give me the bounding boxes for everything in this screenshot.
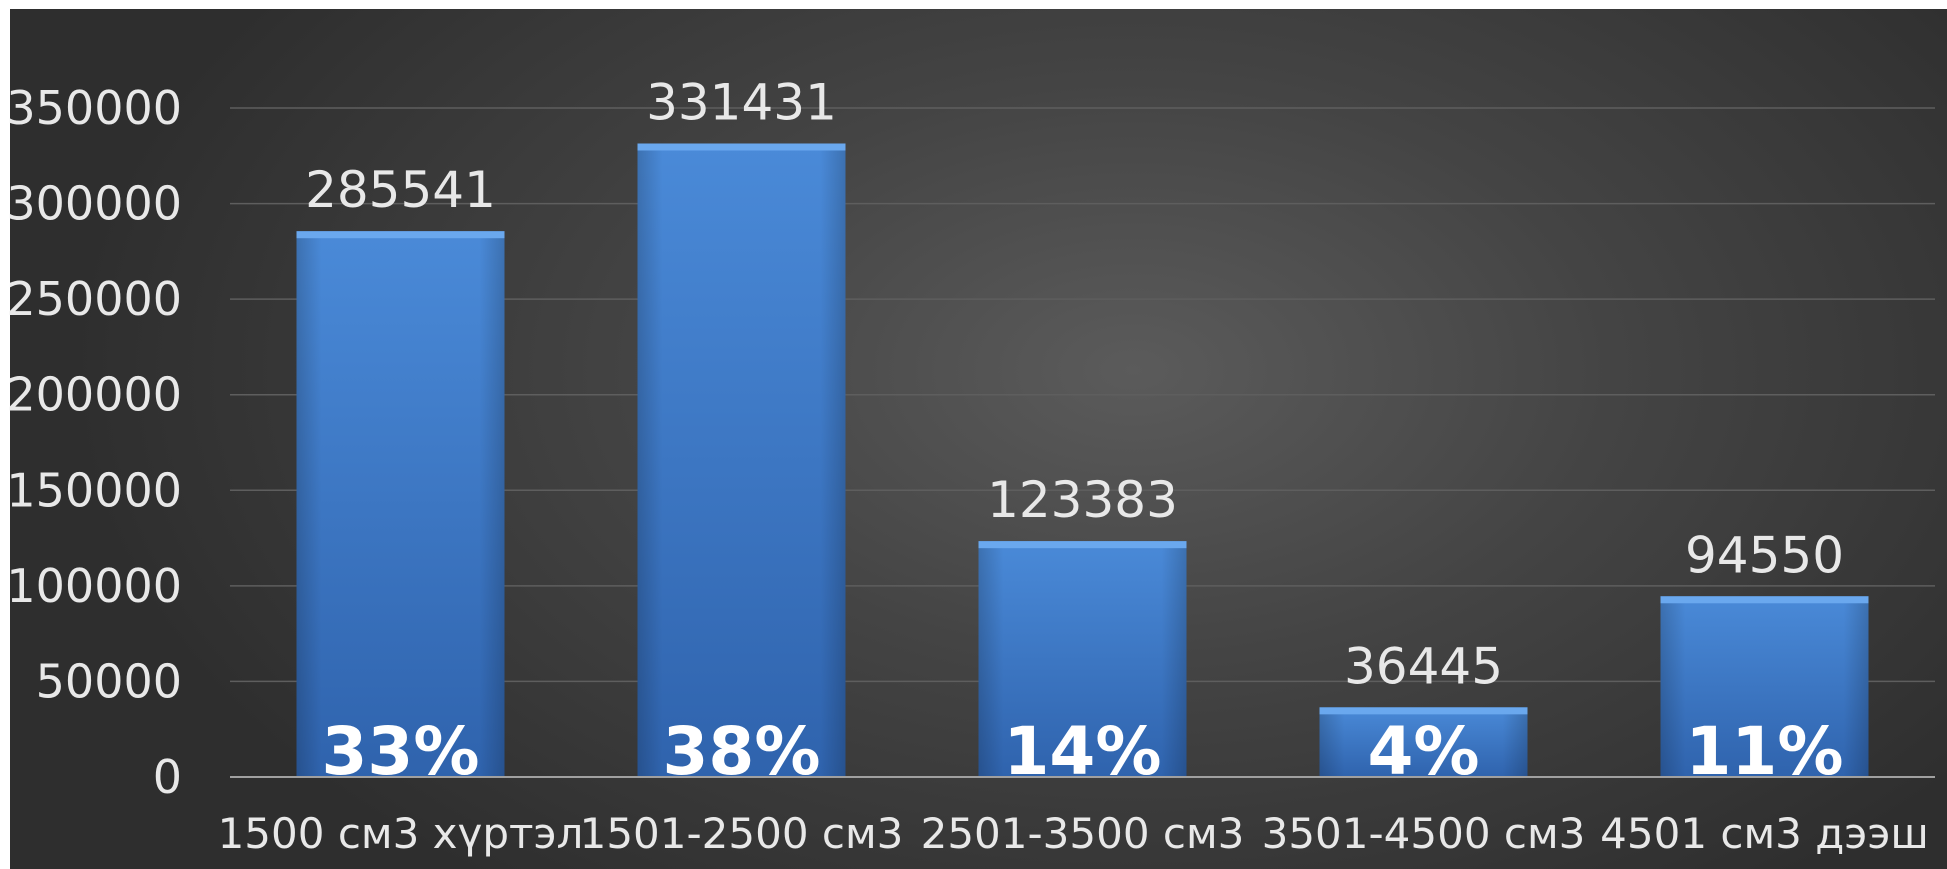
y-tick-label: 0 [153,750,182,804]
bar-top-highlight [1660,596,1869,604]
bar-shading [978,541,1187,777]
y-tick-label: 150000 [6,463,182,517]
percent-label: 4% [1367,713,1479,790]
percent-label: 38% [663,713,821,790]
bar-top-highlight [1319,707,1528,715]
y-tick-label: 300000 [6,177,182,231]
x-tick-label: 4501 см3 дээш [1600,809,1929,858]
bar-top-highlight [296,231,505,239]
y-tick-label: 350000 [6,81,182,135]
y-tick-label: 50000 [36,654,182,708]
bars [296,143,1869,778]
bar-top-highlight [637,143,846,151]
data-label: 36445 [1344,637,1503,695]
bar-shading [1319,707,1528,777]
bar-shading [296,231,505,778]
x-tick-label: 1501-2500 см3 [580,809,904,858]
data-label: 94550 [1685,526,1844,584]
y-tick-label: 200000 [6,368,182,422]
x-tick-label: 1500 см3 хүртэл [218,809,584,858]
data-label: 285541 [305,161,496,219]
x-tick-label: 3501-4500 см3 [1262,809,1586,858]
y-tick-label: 100000 [6,559,182,613]
data-label: 331431 [646,73,837,131]
y-tick-label: 250000 [6,272,182,326]
percent-label: 11% [1686,713,1844,790]
data-label: 123383 [987,471,1178,529]
bar-shading [637,143,846,778]
bar-shading [1660,596,1869,777]
labels: 0 50000 100000 150000 200000 250000 300000 3500… [6,73,1928,858]
bar-top-highlight [978,541,1187,549]
x-tick-label: 2501-3500 см3 [921,809,1245,858]
percent-label: 14% [1004,713,1162,790]
percent-label: 33% [322,713,480,790]
